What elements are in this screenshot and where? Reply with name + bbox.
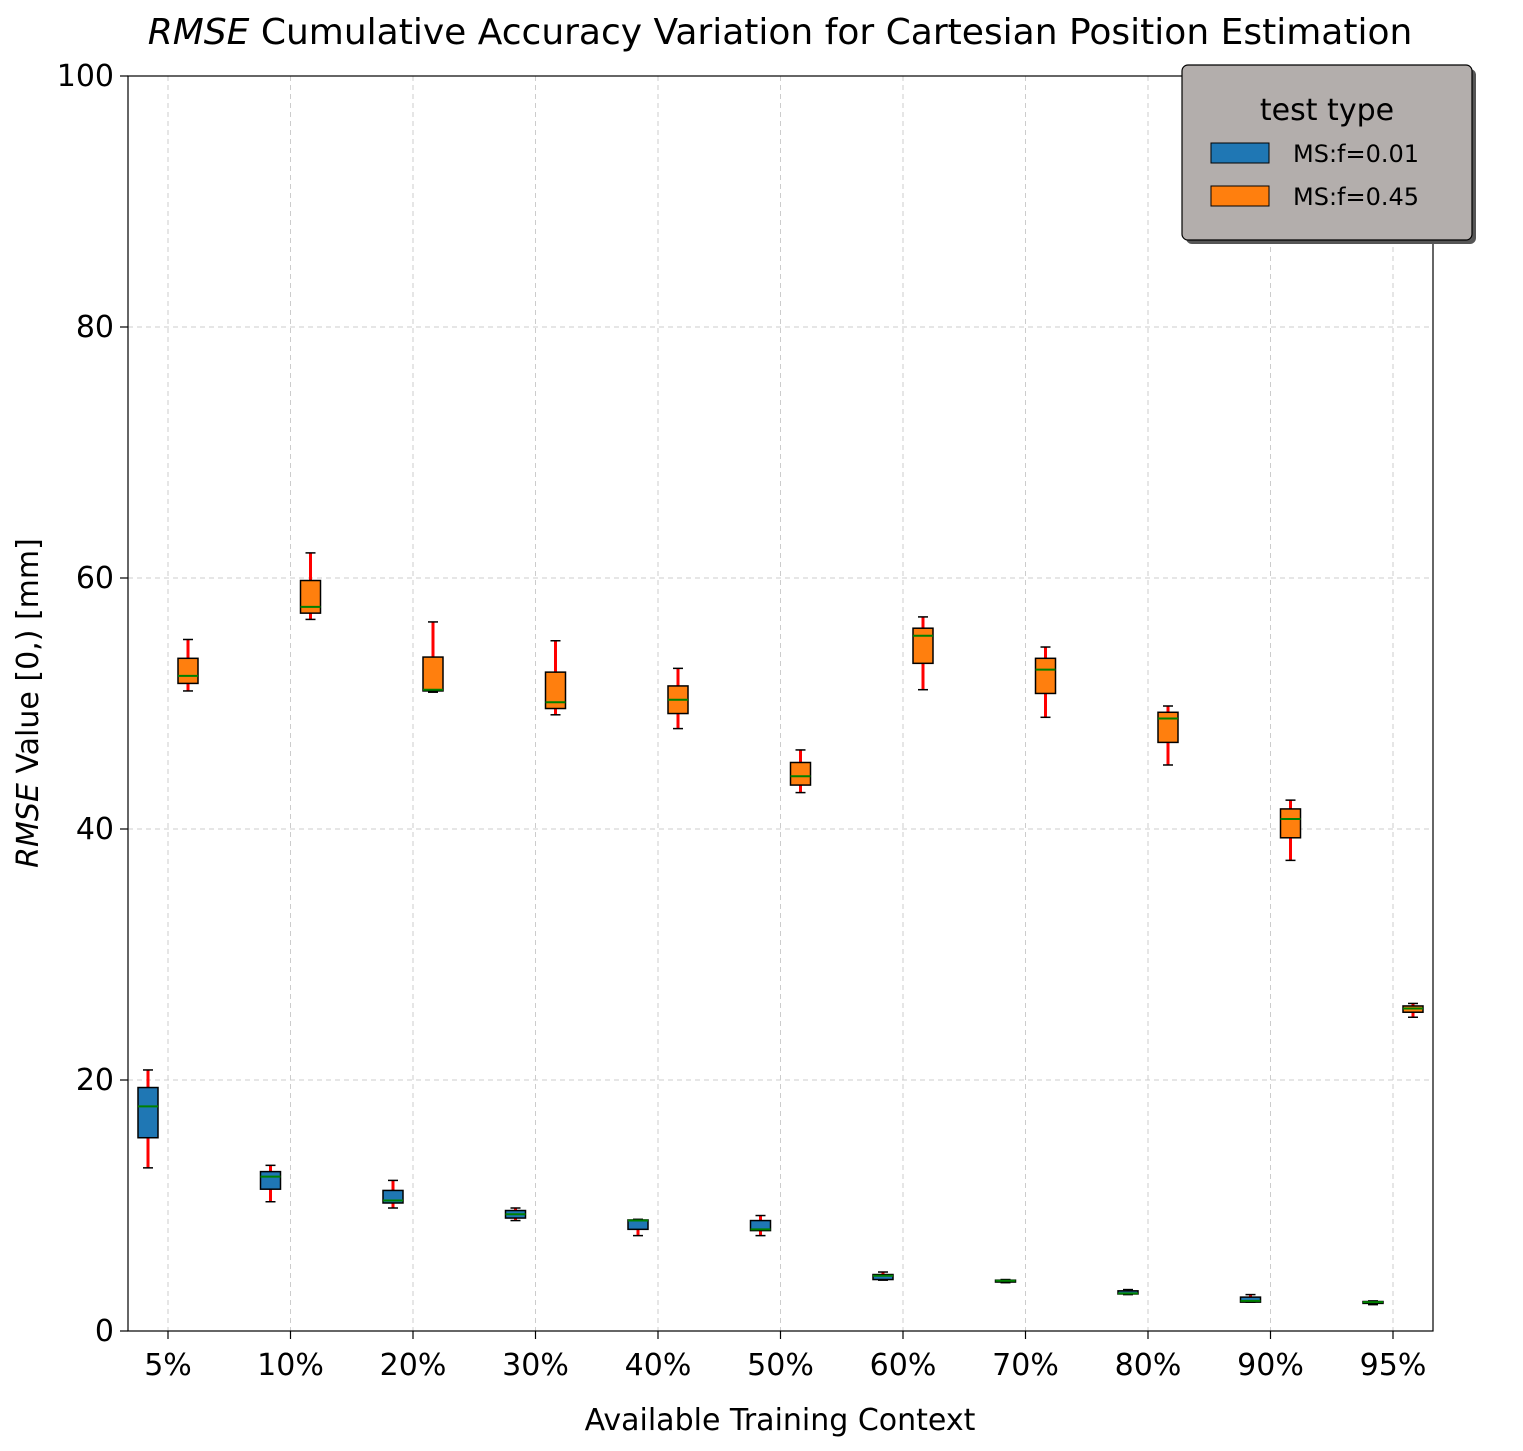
box-body (299, 579, 322, 614)
box-0-1 (259, 1164, 282, 1203)
box-0-2 (382, 1179, 404, 1209)
box-0-4 (627, 1218, 649, 1237)
box-1-9 (1279, 799, 1302, 862)
x-tick-label: 90% (1237, 1348, 1304, 1383)
y-tick-label: 20 (76, 1063, 114, 1098)
x-axis-label: Available Training Context (585, 1403, 976, 1438)
box-1-0 (177, 638, 199, 692)
box-1-7 (1034, 646, 1057, 719)
y-tick-label: 40 (76, 812, 114, 847)
x-tick-label: 70% (992, 1348, 1059, 1383)
y-tick-label: 80 (76, 310, 114, 345)
box-1-5 (789, 749, 812, 794)
legend: test type MS:f=0.01 MS:f=0.45 (1181, 64, 1476, 244)
y-axis-label-italic: RMSE (11, 783, 46, 868)
x-tick-label: 20% (380, 1348, 447, 1383)
y-axis-label-rest: Value [0,) [mm] (11, 538, 46, 783)
x-tick-label: 60% (870, 1348, 937, 1383)
box-1-4 (667, 667, 689, 730)
chart-title: RMSE Cumulative Accuracy Variation for C… (148, 12, 1413, 53)
box-0-3 (504, 1207, 527, 1222)
legend-swatch-0 (1210, 142, 1270, 164)
x-tick-label: 40% (625, 1348, 692, 1383)
legend-label-1: MS:f=0.45 (1293, 183, 1419, 211)
box-body (1034, 657, 1057, 695)
box-1-3 (544, 640, 567, 716)
x-tick-label: 30% (502, 1348, 569, 1383)
box-1-6 (912, 616, 934, 691)
box-body (912, 627, 934, 665)
box-body (259, 1170, 282, 1190)
grid (128, 75, 1433, 1332)
box-0-6 (872, 1271, 894, 1281)
boxes (137, 552, 1424, 1306)
x-axis-ticks: 5% 10% 20% 30% 40% 50% 60% 70% 80% 90% 95% (144, 1331, 1426, 1383)
box-body (544, 671, 567, 710)
y-axis-label: RMSE Value [0,) [mm] (11, 538, 46, 868)
box-1-2 (422, 621, 444, 693)
box-0-9 (1239, 1293, 1262, 1303)
box-body (749, 1219, 772, 1232)
y-tick-label: 60 (76, 561, 114, 596)
box-1-10 (1402, 1002, 1424, 1018)
box-1-8 (1157, 705, 1179, 766)
box-0-8 (1117, 1288, 1139, 1296)
y-axis-ticks: 0 20 40 60 80 100 (57, 59, 128, 1349)
box-body (422, 656, 444, 692)
box-0-10 (1362, 1300, 1384, 1306)
x-tick-label: 10% (257, 1348, 324, 1383)
y-tick-label: 100 (57, 59, 114, 94)
box-0-7 (994, 1278, 1017, 1284)
legend-swatch-1 (1210, 185, 1270, 207)
box-1-1 (299, 552, 322, 621)
box-0-0 (137, 1069, 159, 1169)
legend-title: test type (1260, 93, 1394, 128)
chart-title-italic: RMSE (148, 12, 250, 53)
x-tick-label: 5% (144, 1348, 192, 1383)
legend-label-0: MS:f=0.01 (1293, 140, 1419, 168)
box-body (1239, 1296, 1262, 1303)
box-body (872, 1273, 894, 1281)
box-0-5 (749, 1214, 772, 1237)
chart-title-rest: Cumulative Accuracy Variation for Cartes… (249, 12, 1412, 53)
y-tick-label: 0 (95, 1314, 114, 1349)
box-body (137, 1086, 159, 1139)
box-body (1157, 711, 1179, 744)
x-tick-label: 50% (747, 1348, 814, 1383)
x-tick-label: 80% (1115, 1348, 1182, 1383)
box-body (789, 761, 812, 786)
x-tick-label: 95% (1360, 1348, 1427, 1383)
box-body (1279, 808, 1302, 839)
box-body (177, 657, 199, 685)
